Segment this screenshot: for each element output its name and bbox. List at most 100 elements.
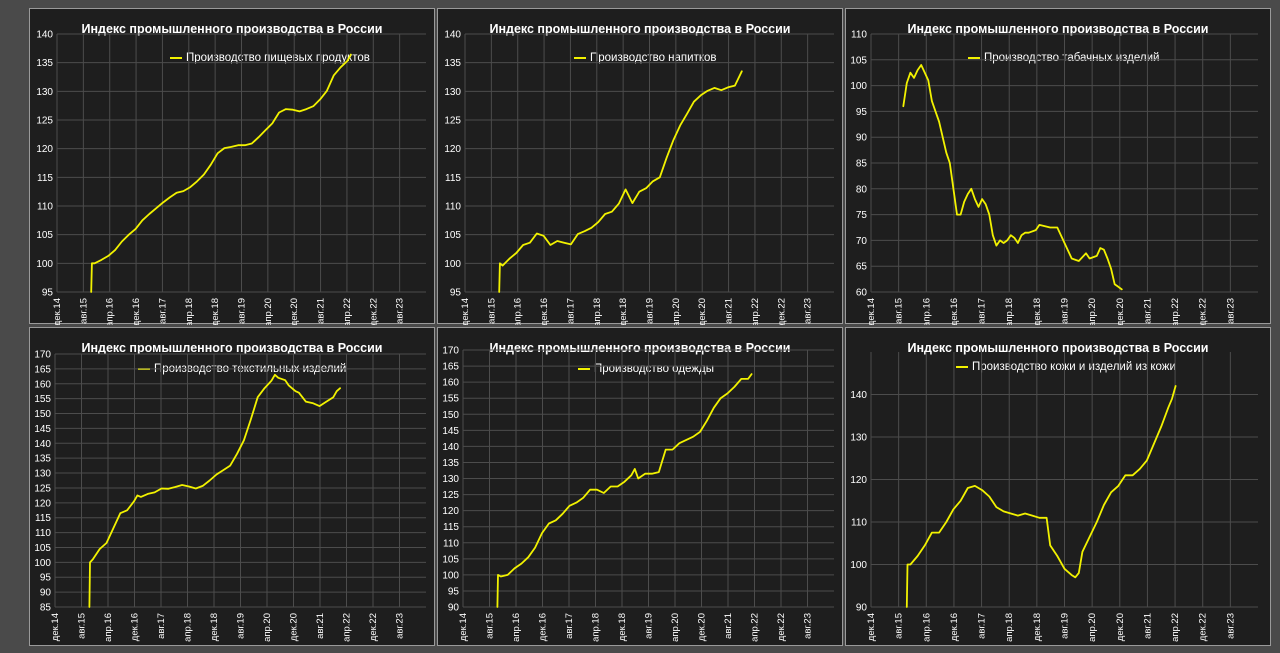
x-tick-label: дек.18 xyxy=(617,613,628,641)
series-line xyxy=(498,70,743,293)
line-chart: 95 100 105 110 115 120 125 130 135 140 дек.14 авг.1… xyxy=(36,30,426,325)
y-tick-label: 110 xyxy=(851,518,867,529)
x-tick-label: дек.20 xyxy=(697,298,708,325)
y-tick-label: 120 xyxy=(36,144,53,155)
y-tick-label: 120 xyxy=(442,506,459,517)
y-tick-label: 105 xyxy=(36,230,53,241)
x-tick-label: авг.21 xyxy=(1142,613,1153,639)
x-tick-label: апр.16 xyxy=(105,298,116,325)
chart-panel-tobacco: Индекс промышленного производства в Росс… xyxy=(845,8,1271,325)
y-tick-label: 125 xyxy=(442,490,459,501)
y-tick-label: 150 xyxy=(442,410,459,421)
y-tick-label: 95 xyxy=(450,288,462,299)
chart-panel-leather: Индекс промышленного производства в Росс… xyxy=(845,327,1271,646)
x-tick-label: апр.18 xyxy=(592,298,603,325)
legend-label: Производство кожи и изделий из кожи xyxy=(972,361,1176,373)
x-tick-label: дек.18 xyxy=(209,613,220,641)
line-chart: 90 100 110 120 130 140 дек.14 авг.15 апр.16 дек.1… xyxy=(850,352,1258,642)
x-tick-label: дек.18 xyxy=(210,298,221,325)
y-tick-label: 130 xyxy=(34,469,51,480)
series-line xyxy=(88,373,341,608)
y-tick-label: 160 xyxy=(442,378,459,389)
y-tick-label: 95 xyxy=(856,107,868,118)
legend-label: Производство табачных изделий xyxy=(984,52,1160,64)
legend-swatch xyxy=(956,366,968,368)
legend: Производство пищевых продуктов xyxy=(170,52,370,64)
y-tick-label: 75 xyxy=(856,210,868,221)
x-tick-label: апр.20 xyxy=(671,298,682,325)
y-tick-label: 135 xyxy=(36,58,53,69)
chart-title: Индекс промышленного производства в Росс… xyxy=(489,22,791,36)
x-tick-label: дек.20 xyxy=(289,613,300,641)
x-tick-label: авг.19 xyxy=(1060,613,1071,639)
x-tick-label: авг.17 xyxy=(565,298,576,324)
x-tick-label: дек.14 xyxy=(458,613,469,641)
x-tick-label: апр.16 xyxy=(511,613,522,642)
x-tick-label: дек.20 xyxy=(1115,298,1126,325)
y-tick-label: 140 xyxy=(34,439,51,450)
y-tick-label: 130 xyxy=(444,87,461,98)
y-tick-label: 125 xyxy=(36,116,53,127)
y-tick-label: 150 xyxy=(34,409,51,420)
x-tick-label: дек.22 xyxy=(1198,298,1209,325)
y-tick-label: 95 xyxy=(40,573,52,584)
y-tick-label: 85 xyxy=(40,603,52,614)
x-tick-label: дек.14 xyxy=(866,298,877,325)
x-tick-label: авг.17 xyxy=(977,298,988,324)
x-tick-label: дек.14 xyxy=(866,613,877,641)
x-tick-label: дек.16 xyxy=(539,298,550,325)
y-tick-label: 160 xyxy=(34,379,51,390)
legend-swatch xyxy=(574,57,586,59)
x-tick-label: авг.15 xyxy=(78,298,89,324)
line-chart: 60 65 70 75 80 85 90 95 100 105 110 дек.14 авг.15 апр… xyxy=(850,30,1258,325)
chart-panel-clothing: Индекс промышленного производства в Росс… xyxy=(437,327,843,646)
y-tick-label: 70 xyxy=(856,236,868,247)
y-tick-label: 155 xyxy=(442,394,459,405)
x-tick-label: дек.16 xyxy=(131,298,142,325)
y-tick-label: 100 xyxy=(442,570,459,581)
x-tick-label: апр.20 xyxy=(670,613,681,642)
y-tick-label: 60 xyxy=(856,288,868,299)
x-tick-label: дек.22 xyxy=(776,613,787,641)
x-tick-label: апр.18 xyxy=(1004,298,1015,325)
y-tick-label: 105 xyxy=(34,543,51,554)
y-tick-label: 105 xyxy=(442,554,459,565)
y-tick-label: 100 xyxy=(850,560,867,571)
x-tick-label: авг.23 xyxy=(395,298,406,324)
x-tick-label: авг.15 xyxy=(485,613,496,639)
x-tick-label: дек.18 xyxy=(1032,613,1043,641)
x-tick-label: апр.16 xyxy=(921,613,932,642)
y-tick-label: 100 xyxy=(34,558,51,569)
y-tick-label: 80 xyxy=(856,184,868,195)
x-tick-label: авг.21 xyxy=(723,613,734,639)
x-tick-label: дек.16 xyxy=(949,298,960,325)
x-tick-label: дек.14 xyxy=(460,298,471,325)
x-tick-label: апр.20 xyxy=(1087,613,1098,642)
series-line xyxy=(90,53,352,293)
legend-swatch xyxy=(968,57,980,59)
x-tick-label: авг.23 xyxy=(1225,298,1236,324)
x-tick-label: дек.22 xyxy=(1198,613,1209,641)
y-tick-label: 140 xyxy=(444,30,461,41)
x-tick-label: авг.23 xyxy=(803,298,814,324)
y-tick-label: 120 xyxy=(850,475,867,486)
x-tick-label: авг.23 xyxy=(395,613,406,639)
chart-title: Индекс промышленного производства в Росс… xyxy=(907,22,1209,36)
chart-panel-food: Индекс промышленного производства в Росс… xyxy=(29,8,435,325)
x-tick-label: авг.17 xyxy=(156,613,167,639)
y-tick-label: 115 xyxy=(445,173,461,184)
x-tick-label: дек.16 xyxy=(130,613,141,641)
y-tick-label: 105 xyxy=(850,55,867,66)
y-tick-label: 125 xyxy=(34,483,51,494)
y-tick-label: 170 xyxy=(442,346,459,357)
x-tick-label: авг.23 xyxy=(1225,613,1236,639)
x-tick-label: дек.18 xyxy=(1032,298,1043,325)
x-tick-label: авг.19 xyxy=(644,613,655,639)
chart-title: Индекс промышленного производства в Росс… xyxy=(907,341,1209,355)
x-tick-label: дек.16 xyxy=(538,613,549,641)
y-tick-label: 130 xyxy=(36,87,53,98)
x-tick-label: авг.21 xyxy=(1142,298,1153,324)
x-tick-label: апр.18 xyxy=(1004,613,1015,642)
chart-panel-beverages: Индекс промышленного производства в Росс… xyxy=(437,8,843,325)
legend: Производство напитков xyxy=(574,52,717,64)
